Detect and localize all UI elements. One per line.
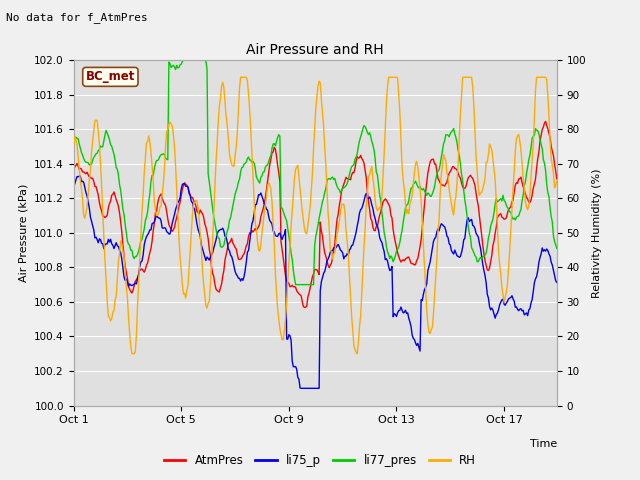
- Text: Time: Time: [529, 439, 557, 449]
- Text: BC_met: BC_met: [86, 71, 135, 84]
- Legend: AtmPres, li75_p, li77_pres, RH: AtmPres, li75_p, li77_pres, RH: [159, 449, 481, 472]
- Title: Air Pressure and RH: Air Pressure and RH: [246, 44, 384, 58]
- Y-axis label: Relativity Humidity (%): Relativity Humidity (%): [592, 168, 602, 298]
- Y-axis label: Air Pressure (kPa): Air Pressure (kPa): [19, 184, 29, 282]
- Text: No data for f_AtmPres: No data for f_AtmPres: [6, 12, 148, 23]
